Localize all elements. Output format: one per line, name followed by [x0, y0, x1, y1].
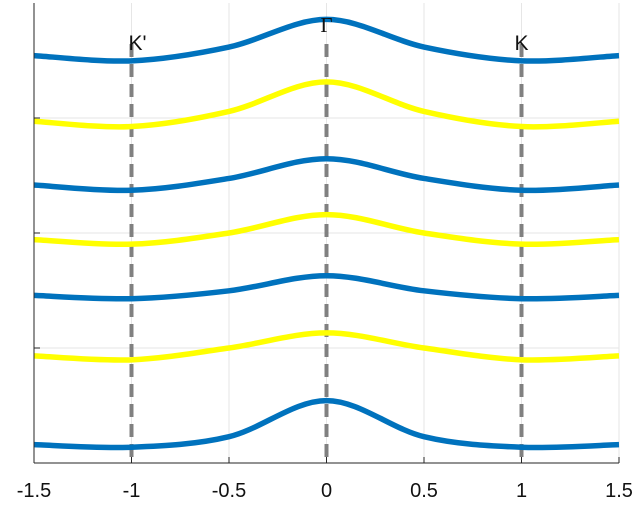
- series-line-1: [33, 79, 620, 130]
- marker-label-1: Γ: [320, 13, 332, 37]
- x-tick-label-0: -1.5: [17, 480, 51, 502]
- series-line-5: [33, 330, 620, 363]
- x-tick-label-5: 1: [516, 480, 527, 502]
- x-tick-label-6: 1.5: [605, 480, 633, 502]
- x-tick-label-2: -0.5: [212, 480, 246, 502]
- x-tick-label-1: -1: [123, 480, 141, 502]
- band-series: [33, 16, 620, 451]
- marker-label-2: K: [514, 32, 528, 55]
- marker-label-0: K': [128, 32, 146, 55]
- tick-labels: -1.5 -1 -0.5 0 0.5 1 1.5 K' Γ K: [17, 13, 633, 502]
- x-tick-label-4: 0.5: [410, 480, 438, 502]
- series-line-2: [33, 155, 620, 194]
- series-line-3: [33, 211, 620, 248]
- x-tick-label-3: 0: [321, 480, 332, 502]
- series-line-0: [33, 16, 620, 64]
- axes: [33, 3, 620, 464]
- series-line-6: [33, 397, 620, 451]
- high-symmetry-markers: [129, 44, 524, 463]
- series-line-4: [33, 272, 620, 302]
